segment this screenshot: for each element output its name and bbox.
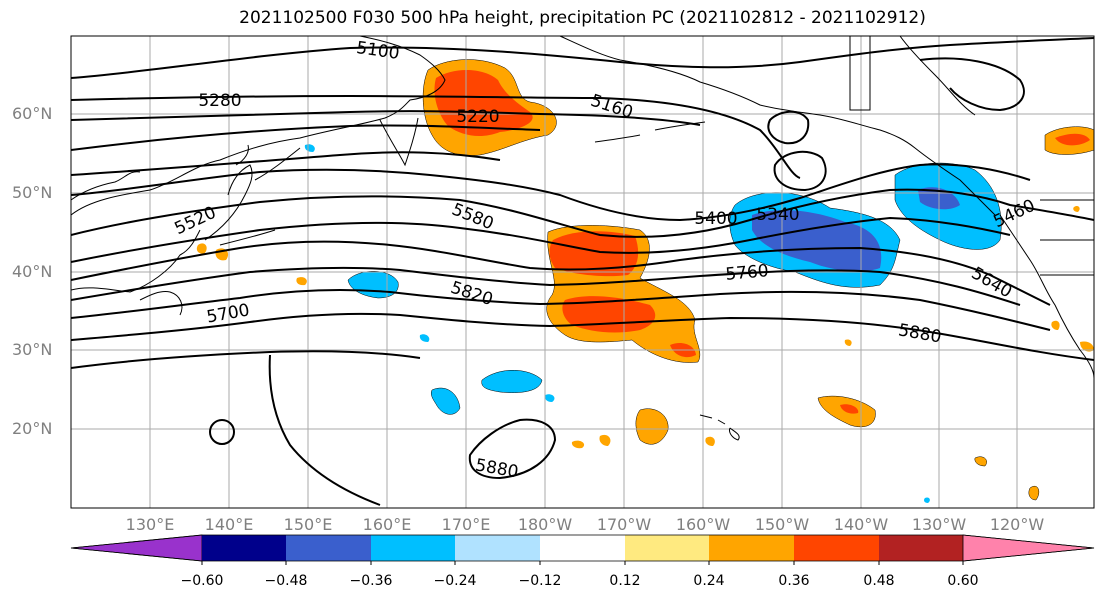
height-contours: [71, 37, 1094, 506]
contour-label: 5520: [172, 203, 220, 239]
contour-label: 5880: [474, 455, 520, 482]
contour-label: 5160: [588, 91, 635, 123]
colorbar-extend-high: [962, 534, 1095, 562]
lat-label: 60°N: [12, 104, 53, 123]
contour-label: 5100: [355, 38, 401, 64]
lat-label: 50°N: [12, 183, 53, 202]
colorbar-tick-label: −0.36: [349, 573, 393, 589]
colorbar-segment: [202, 535, 287, 561]
colorbar-segment: [286, 535, 372, 561]
lon-label: 150°W: [754, 515, 810, 534]
lat-label: 20°N: [12, 419, 53, 438]
colorbar-tick-label: −0.60: [180, 573, 224, 589]
contour-label: 5340: [756, 205, 799, 225]
lon-label: 150°E: [283, 515, 333, 534]
contour-label: 5280: [198, 91, 241, 111]
lon-label: 140°E: [204, 515, 254, 534]
colorbar-segment: [371, 535, 456, 561]
lon-label: 130°E: [125, 515, 175, 534]
contour-label: 5880: [897, 320, 943, 347]
contour-label: 5220: [456, 107, 499, 127]
colorbar-tick-label: 0.60: [947, 573, 979, 589]
lat-label: 40°N: [12, 262, 53, 281]
lon-label: 140°W: [833, 515, 889, 534]
colorbar-tick-label: 0.24: [693, 573, 725, 589]
lat-label: 30°N: [12, 340, 53, 359]
colorbar-tick-label: −0.48: [264, 573, 308, 589]
lon-label: 180°W: [517, 515, 573, 534]
colorbar-tick-label: −0.12: [518, 573, 562, 589]
lon-label: 130°W: [911, 515, 967, 534]
colorbar-segment: [794, 535, 880, 561]
lon-label: 170°W: [596, 515, 652, 534]
colorbar-tick-label: 0.36: [778, 573, 810, 589]
colorbar-segment: [709, 535, 795, 561]
lon-label: 170°E: [441, 515, 491, 534]
colorbar: [70, 534, 1095, 565]
colorbar-tick-label: −0.24: [433, 573, 477, 589]
colorbar-tick-label: 0.48: [863, 573, 895, 589]
colorbar-segment: [540, 535, 626, 561]
contour-label: 5820: [448, 278, 495, 310]
contour-label: 5400: [694, 209, 737, 229]
colorbar-segment: [625, 535, 710, 561]
lon-label: 160°W: [675, 515, 731, 534]
lon-label: 160°E: [362, 515, 412, 534]
colorbar-extend-low: [70, 534, 203, 562]
colorbar-tick-label: 0.12: [609, 573, 641, 589]
map-frame: [70, 35, 1095, 509]
colorbar-segment: [879, 535, 964, 561]
graticule: [71, 36, 1094, 508]
colorbar-segment: [455, 535, 541, 561]
contour-label: 5760: [725, 261, 770, 285]
map-title: 2021102500 F030 500 hPa height, precipit…: [239, 8, 926, 28]
lon-label: 120°W: [989, 515, 1045, 534]
